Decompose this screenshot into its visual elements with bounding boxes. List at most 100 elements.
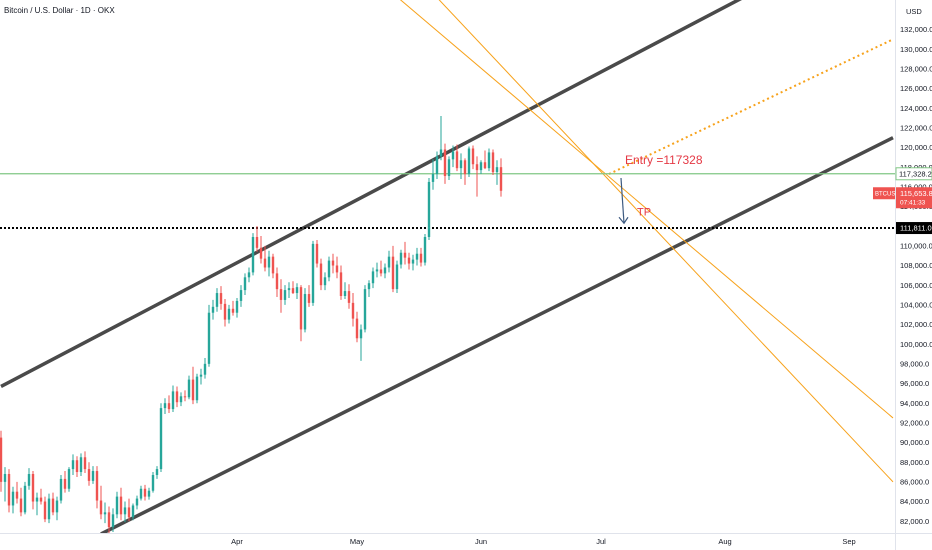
trend-line-projection[interactable] bbox=[608, 38, 894, 175]
candle bbox=[423, 234, 427, 266]
candle-body bbox=[251, 236, 255, 273]
candle-body bbox=[175, 391, 179, 403]
candle-body bbox=[443, 149, 447, 177]
candle-body bbox=[151, 474, 155, 491]
candle bbox=[167, 395, 171, 414]
candle-body bbox=[371, 271, 375, 284]
trend-line-orange-lower[interactable] bbox=[393, 0, 894, 483]
candle bbox=[51, 492, 55, 516]
y-tick-label: 94,000.0 bbox=[900, 399, 929, 408]
candle bbox=[387, 250, 391, 273]
price-label-tp-box bbox=[896, 222, 932, 235]
candle-body bbox=[243, 277, 247, 291]
symbol-tag-box bbox=[873, 187, 895, 200]
candle bbox=[335, 256, 339, 279]
candle-body bbox=[455, 151, 459, 169]
candle-body bbox=[375, 269, 379, 272]
candle bbox=[339, 265, 343, 300]
y-tick-label: 96,000.0 bbox=[900, 379, 929, 388]
candle bbox=[263, 245, 267, 272]
entry-annotation[interactable]: Entry =117328 bbox=[625, 153, 703, 167]
y-tick-label: 128,000.0 bbox=[900, 64, 932, 73]
candle-body bbox=[383, 267, 387, 274]
candle bbox=[431, 159, 435, 190]
candle-body bbox=[35, 497, 39, 502]
candle-body bbox=[55, 500, 59, 513]
candle bbox=[291, 281, 295, 295]
candle-body bbox=[407, 257, 411, 264]
candle bbox=[211, 299, 215, 320]
candle bbox=[207, 304, 211, 367]
trend-line-channel-lower[interactable] bbox=[100, 136, 894, 534]
drawing-layer bbox=[0, 0, 895, 534]
candle-body bbox=[0, 437, 3, 482]
candle-body bbox=[475, 164, 479, 171]
candle bbox=[43, 496, 47, 523]
chart-title: Bitcoin / U.S. Dollar · 1D · OKX bbox=[4, 6, 115, 15]
y-tick-label: 118,000.0 bbox=[900, 163, 932, 172]
y-tick-label: 98,000.0 bbox=[900, 359, 929, 368]
candle-body bbox=[427, 181, 431, 237]
candle bbox=[299, 285, 303, 342]
candle bbox=[223, 298, 227, 327]
trend-line-channel-upper[interactable] bbox=[0, 0, 757, 389]
candle-body bbox=[367, 283, 371, 290]
tp-annotation[interactable]: TP bbox=[637, 206, 651, 218]
candle-body bbox=[331, 260, 335, 266]
candle bbox=[47, 493, 51, 524]
candle-body bbox=[123, 507, 127, 515]
candle-body bbox=[215, 293, 219, 307]
candle bbox=[347, 284, 351, 309]
candle-body bbox=[279, 289, 283, 300]
candle bbox=[183, 390, 187, 402]
candle bbox=[115, 491, 119, 519]
candle-body bbox=[119, 496, 123, 515]
candle bbox=[255, 226, 259, 252]
x-tick-label: Jul bbox=[596, 537, 606, 546]
candle-body bbox=[387, 256, 391, 268]
candle-body bbox=[435, 156, 439, 175]
candle-body bbox=[291, 288, 295, 294]
candle-body bbox=[147, 490, 151, 497]
candle bbox=[39, 488, 43, 505]
candle-body bbox=[203, 363, 207, 375]
candle-body bbox=[255, 236, 259, 248]
candle bbox=[151, 472, 155, 493]
symbol-tag: BTCUSD bbox=[875, 192, 900, 198]
candle bbox=[295, 283, 299, 299]
candle-body bbox=[131, 505, 135, 518]
candle-body bbox=[295, 287, 299, 294]
time-axis[interactable]: AprMayJunJulAugSepOct bbox=[231, 537, 932, 546]
candle bbox=[11, 486, 15, 514]
candle bbox=[155, 466, 159, 479]
candle-body bbox=[227, 308, 231, 320]
candle-body bbox=[63, 478, 67, 489]
candles-layer bbox=[0, 116, 503, 533]
candle bbox=[231, 300, 235, 316]
candle-body bbox=[395, 264, 399, 290]
candle bbox=[367, 280, 371, 297]
candle bbox=[499, 158, 503, 197]
candle bbox=[415, 247, 419, 266]
trend-line-orange-upper[interactable] bbox=[337, 0, 894, 419]
candle-body bbox=[247, 272, 251, 278]
candle-body bbox=[315, 243, 319, 264]
candle bbox=[83, 451, 87, 474]
candle bbox=[455, 144, 459, 172]
candle-body bbox=[183, 396, 187, 398]
candle-body bbox=[83, 457, 87, 470]
candle-body bbox=[339, 272, 343, 297]
candle bbox=[251, 233, 255, 276]
candle-body bbox=[391, 256, 395, 290]
candle-body bbox=[335, 265, 339, 273]
candle bbox=[311, 240, 315, 306]
candle-body bbox=[499, 167, 503, 191]
candle bbox=[0, 430, 3, 492]
plot-area[interactable]: Entry =117328 TP bbox=[0, 0, 895, 534]
y-tick-label: 130,000.0 bbox=[900, 45, 932, 54]
candle bbox=[19, 487, 23, 517]
candle bbox=[319, 258, 323, 291]
arrow-down[interactable] bbox=[618, 177, 629, 225]
candle-body bbox=[363, 289, 367, 330]
